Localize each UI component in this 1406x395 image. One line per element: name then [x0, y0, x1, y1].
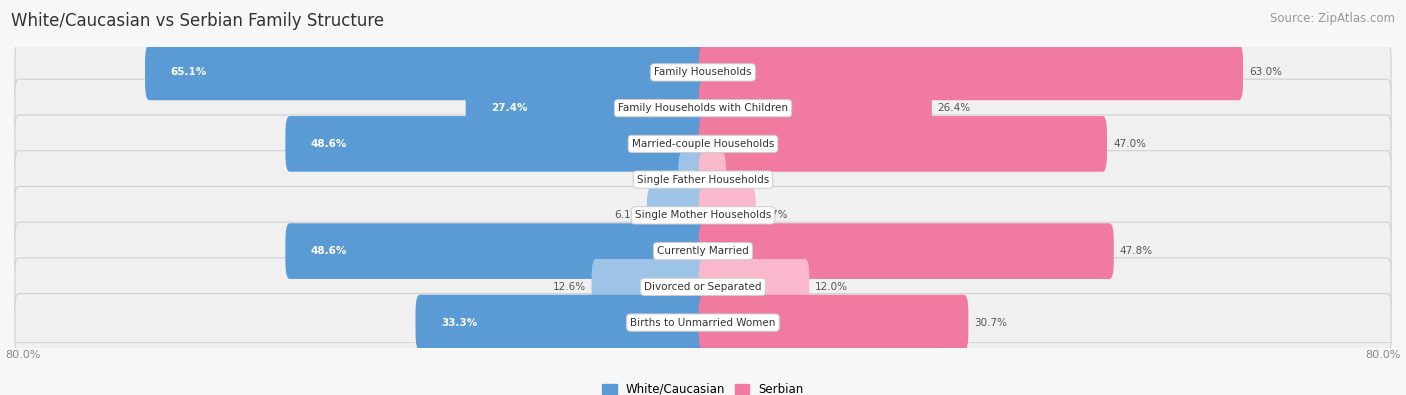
FancyBboxPatch shape — [285, 223, 707, 279]
FancyBboxPatch shape — [15, 186, 1391, 245]
Legend: White/Caucasian, Serbian: White/Caucasian, Serbian — [602, 383, 804, 395]
Text: 63.0%: 63.0% — [1249, 68, 1282, 77]
Text: Source: ZipAtlas.com: Source: ZipAtlas.com — [1270, 12, 1395, 25]
FancyBboxPatch shape — [145, 45, 707, 100]
Text: 30.7%: 30.7% — [974, 318, 1007, 327]
Text: Divorced or Separated: Divorced or Separated — [644, 282, 762, 292]
FancyBboxPatch shape — [647, 188, 707, 243]
FancyBboxPatch shape — [15, 222, 1391, 280]
FancyBboxPatch shape — [699, 116, 1107, 172]
FancyBboxPatch shape — [699, 45, 1243, 100]
FancyBboxPatch shape — [465, 80, 707, 136]
Text: 65.1%: 65.1% — [170, 68, 207, 77]
Text: 5.7%: 5.7% — [762, 211, 789, 220]
Text: 48.6%: 48.6% — [311, 139, 347, 149]
FancyBboxPatch shape — [699, 259, 810, 315]
FancyBboxPatch shape — [592, 259, 707, 315]
FancyBboxPatch shape — [285, 116, 707, 172]
FancyBboxPatch shape — [15, 43, 1391, 102]
FancyBboxPatch shape — [699, 80, 932, 136]
Text: Family Households with Children: Family Households with Children — [619, 103, 787, 113]
Text: 12.0%: 12.0% — [815, 282, 848, 292]
FancyBboxPatch shape — [15, 115, 1391, 173]
Text: 47.8%: 47.8% — [1119, 246, 1153, 256]
FancyBboxPatch shape — [699, 295, 969, 350]
Text: 26.4%: 26.4% — [938, 103, 972, 113]
Text: Currently Married: Currently Married — [657, 246, 749, 256]
Text: 33.3%: 33.3% — [441, 318, 477, 327]
Text: Married-couple Households: Married-couple Households — [631, 139, 775, 149]
Text: Single Father Households: Single Father Households — [637, 175, 769, 184]
Text: 2.4%: 2.4% — [645, 175, 672, 184]
Text: White/Caucasian vs Serbian Family Structure: White/Caucasian vs Serbian Family Struct… — [11, 12, 384, 30]
Text: 12.6%: 12.6% — [553, 282, 586, 292]
FancyBboxPatch shape — [699, 152, 725, 207]
Text: 48.6%: 48.6% — [311, 246, 347, 256]
FancyBboxPatch shape — [416, 295, 707, 350]
Text: Births to Unmarried Women: Births to Unmarried Women — [630, 318, 776, 327]
FancyBboxPatch shape — [15, 150, 1391, 209]
Text: Family Households: Family Households — [654, 68, 752, 77]
FancyBboxPatch shape — [699, 188, 756, 243]
FancyBboxPatch shape — [15, 258, 1391, 316]
FancyBboxPatch shape — [15, 293, 1391, 352]
FancyBboxPatch shape — [15, 79, 1391, 137]
FancyBboxPatch shape — [678, 152, 707, 207]
FancyBboxPatch shape — [699, 223, 1114, 279]
Text: 27.4%: 27.4% — [491, 103, 527, 113]
Text: Single Mother Households: Single Mother Households — [636, 211, 770, 220]
Text: 47.0%: 47.0% — [1114, 139, 1146, 149]
Text: 6.1%: 6.1% — [614, 211, 641, 220]
Text: 2.2%: 2.2% — [733, 175, 758, 184]
